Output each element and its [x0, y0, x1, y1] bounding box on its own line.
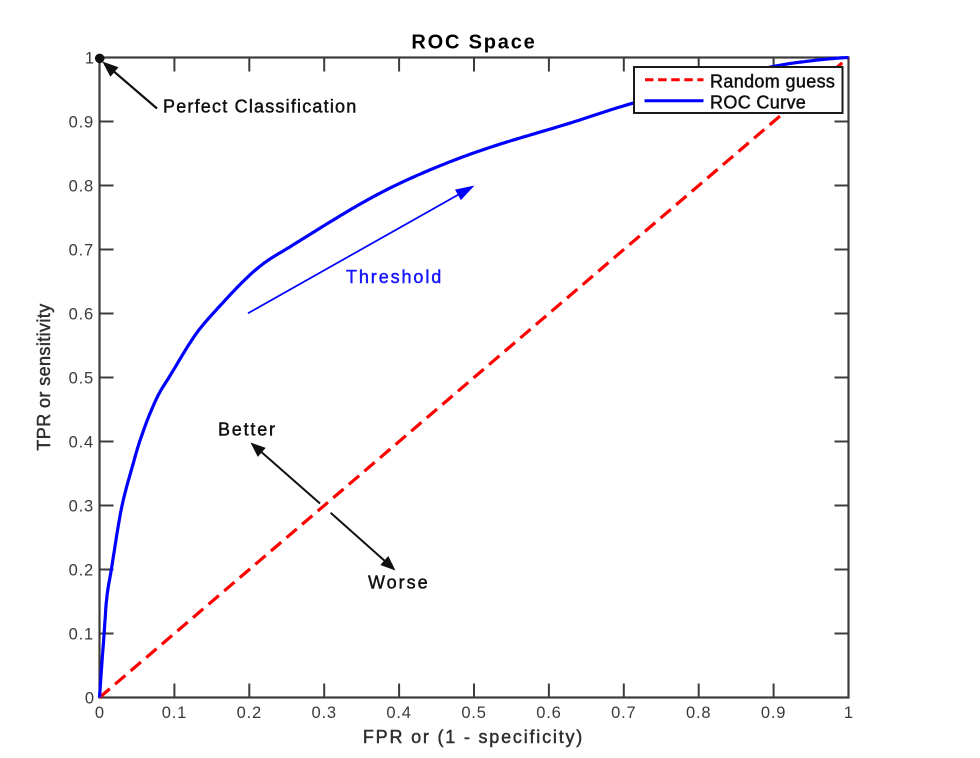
- svg-text:0.2: 0.2: [69, 562, 94, 580]
- svg-text:Worse: Worse: [368, 573, 430, 593]
- svg-text:0.7: 0.7: [69, 242, 94, 260]
- svg-text:1: 1: [844, 704, 853, 722]
- svg-text:0.4: 0.4: [69, 434, 94, 452]
- svg-text:ROC Space: ROC Space: [411, 32, 536, 54]
- svg-text:1: 1: [85, 50, 94, 68]
- svg-text:Perfect Classification: Perfect Classification: [163, 97, 357, 117]
- svg-text:FPR or (1 - specificity): FPR or (1 - specificity): [363, 727, 584, 747]
- svg-text:TPR or sensitivity: TPR or sensitivity: [34, 303, 54, 450]
- svg-text:0.3: 0.3: [312, 704, 337, 722]
- svg-text:0.3: 0.3: [69, 498, 94, 516]
- svg-text:ROC Curve: ROC Curve: [710, 92, 806, 112]
- svg-text:0.8: 0.8: [69, 178, 94, 196]
- svg-text:Better: Better: [218, 420, 277, 440]
- svg-text:0: 0: [95, 704, 104, 722]
- svg-text:0.7: 0.7: [611, 704, 636, 722]
- svg-text:0: 0: [85, 690, 94, 708]
- svg-text:0.9: 0.9: [761, 704, 786, 722]
- svg-text:0.5: 0.5: [69, 370, 94, 388]
- svg-text:Random guess: Random guess: [710, 71, 835, 91]
- svg-text:0.6: 0.6: [69, 306, 94, 324]
- svg-text:0.2: 0.2: [237, 704, 262, 722]
- svg-text:0.8: 0.8: [686, 704, 711, 722]
- svg-text:0.4: 0.4: [386, 704, 411, 722]
- svg-text:Threshold: Threshold: [346, 267, 443, 287]
- svg-text:0.5: 0.5: [461, 704, 486, 722]
- svg-text:0.1: 0.1: [162, 704, 187, 722]
- svg-text:0.9: 0.9: [69, 114, 94, 132]
- svg-text:0.1: 0.1: [69, 626, 94, 644]
- svg-text:0.6: 0.6: [536, 704, 561, 722]
